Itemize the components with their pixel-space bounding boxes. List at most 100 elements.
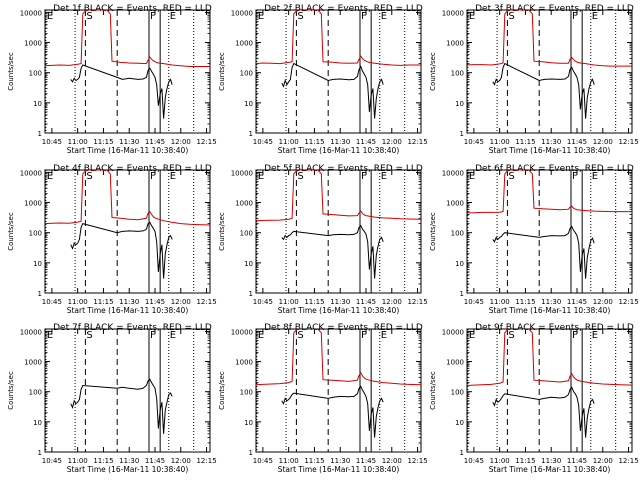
y-tick-label: 10 [244, 419, 253, 427]
x-tick-label: 12:00 [171, 457, 191, 465]
x-tick-label: 11:45 [145, 138, 165, 146]
marker-label: S [508, 11, 514, 22]
x-tick-label: 11:30 [541, 457, 561, 465]
y-tick-label: 100 [29, 389, 42, 397]
x-tick-label: 11:15 [93, 138, 113, 146]
x-tick-label: 12:15 [618, 298, 638, 306]
marker-label: E [469, 171, 475, 182]
plot-frame [255, 169, 422, 294]
y-tick-label: 10 [455, 100, 464, 108]
y-axis-label: Counts/sec [7, 52, 15, 91]
panel-6: Det 6f BLACK = Events, RED = LLD Counts/s… [429, 164, 639, 315]
marker-label: E [258, 330, 264, 341]
marker-label: E [258, 11, 264, 22]
x-tick-label: 11:00 [279, 298, 299, 306]
marker-label: F [572, 330, 578, 341]
y-tick-label: 10000 [442, 9, 464, 17]
x-tick-label: 11:45 [567, 298, 587, 306]
y-tick-label: 1000 [24, 359, 42, 367]
panel-5: Det 5f BLACK = Events, RED = LLD Counts/s… [218, 164, 428, 315]
marker-label: E [47, 330, 53, 341]
marker-label: S [297, 171, 303, 182]
x-tick-label: 12:15 [196, 298, 216, 306]
marker-label: E [469, 330, 475, 341]
lld-series-line [45, 10, 210, 67]
marker-label: E [47, 171, 53, 182]
x-tick-label: 12:00 [382, 457, 402, 465]
x-tick-label: 10:45 [42, 138, 62, 146]
y-tick-label: 1 [460, 130, 464, 138]
y-tick-label: 10 [244, 260, 253, 268]
y-tick-label: 1000 [446, 200, 464, 208]
lld-series-line [467, 10, 632, 67]
panel-title: Det 1f BLACK = Events, RED = LLD [53, 4, 212, 14]
y-tick-label: 1 [460, 290, 464, 298]
y-tick-label: 10000 [20, 169, 42, 177]
x-tick-label: 11:15 [93, 298, 113, 306]
x-tick-label: 11:15 [304, 298, 324, 306]
y-tick-label: 10 [33, 419, 42, 427]
y-tick-label: 10000 [20, 328, 42, 336]
events-series-line [70, 378, 173, 434]
x-tick-label: 11:00 [68, 298, 88, 306]
panel-8: Det 8f BLACK = Events, RED = LLD Counts/s… [218, 323, 428, 474]
y-tick-label: 1 [249, 290, 253, 298]
x-axis-label: Start Time (16-Mar-11 10:38:40) [278, 306, 400, 315]
y-tick-label: 100 [240, 389, 253, 397]
events-series-line [492, 225, 595, 279]
panel-2: Det 2f BLACK = Events, RED = LLD Counts/s… [218, 4, 428, 155]
lld-series-line [256, 10, 421, 66]
marker-label: F [150, 330, 156, 341]
x-tick-label: 11:00 [279, 457, 299, 465]
panel-7: Det 7f BLACK = Events, RED = LLD Counts/s… [7, 323, 217, 474]
y-tick-label: 1000 [446, 40, 464, 48]
y-tick-label: 100 [451, 230, 464, 238]
x-tick-label: 12:15 [196, 457, 216, 465]
panel-1: Det 1f BLACK = Events, RED = LLD Counts/s… [7, 4, 217, 155]
x-tick-label: 12:15 [407, 298, 427, 306]
marker-label: E [381, 171, 387, 182]
y-tick-label: 1 [38, 130, 42, 138]
y-tick-label: 10 [33, 260, 42, 268]
x-tick-label: 11:45 [356, 138, 376, 146]
x-axis-label: Start Time (16-Mar-11 10:38:40) [278, 465, 400, 474]
x-tick-label: 11:45 [145, 457, 165, 465]
x-tick-label: 11:15 [515, 138, 535, 146]
events-series-line [70, 221, 173, 279]
y-tick-label: 10000 [442, 169, 464, 177]
events-series-line [492, 62, 595, 119]
marker-label: F [572, 11, 578, 22]
panel-4: Det 4f BLACK = Events, RED = LLD Counts/s… [7, 164, 217, 315]
panel-3: Det 3f BLACK = Events, RED = LLD Counts/s… [429, 4, 639, 155]
marker-label: S [86, 171, 92, 182]
x-tick-label: 11:00 [68, 138, 88, 146]
events-series-line [281, 385, 384, 438]
y-axis-label: Counts/sec [429, 371, 437, 410]
y-tick-label: 10000 [231, 328, 253, 336]
x-tick-label: 11:30 [119, 457, 139, 465]
x-tick-label: 11:30 [119, 138, 139, 146]
x-tick-label: 11:30 [119, 298, 139, 306]
y-axis-label: Counts/sec [218, 212, 226, 251]
y-tick-label: 1000 [446, 359, 464, 367]
x-tick-label: 10:45 [42, 457, 62, 465]
x-tick-label: 11:00 [490, 457, 510, 465]
x-tick-label: 11:45 [145, 298, 165, 306]
y-tick-label: 10000 [442, 328, 464, 336]
y-tick-label: 1000 [235, 359, 253, 367]
marker-label: F [361, 330, 367, 341]
y-tick-label: 100 [451, 389, 464, 397]
y-axis-label: Counts/sec [218, 371, 226, 410]
x-tick-label: 11:00 [490, 298, 510, 306]
marker-label: E [592, 171, 598, 182]
x-tick-label: 11:15 [515, 457, 535, 465]
x-tick-label: 12:00 [171, 298, 191, 306]
x-tick-label: 11:30 [330, 298, 350, 306]
lld-series-line [256, 170, 421, 222]
x-tick-label: 10:45 [464, 298, 484, 306]
x-tick-label: 12:15 [407, 457, 427, 465]
y-tick-label: 10 [455, 419, 464, 427]
y-tick-label: 100 [240, 230, 253, 238]
x-tick-label: 11:45 [567, 138, 587, 146]
